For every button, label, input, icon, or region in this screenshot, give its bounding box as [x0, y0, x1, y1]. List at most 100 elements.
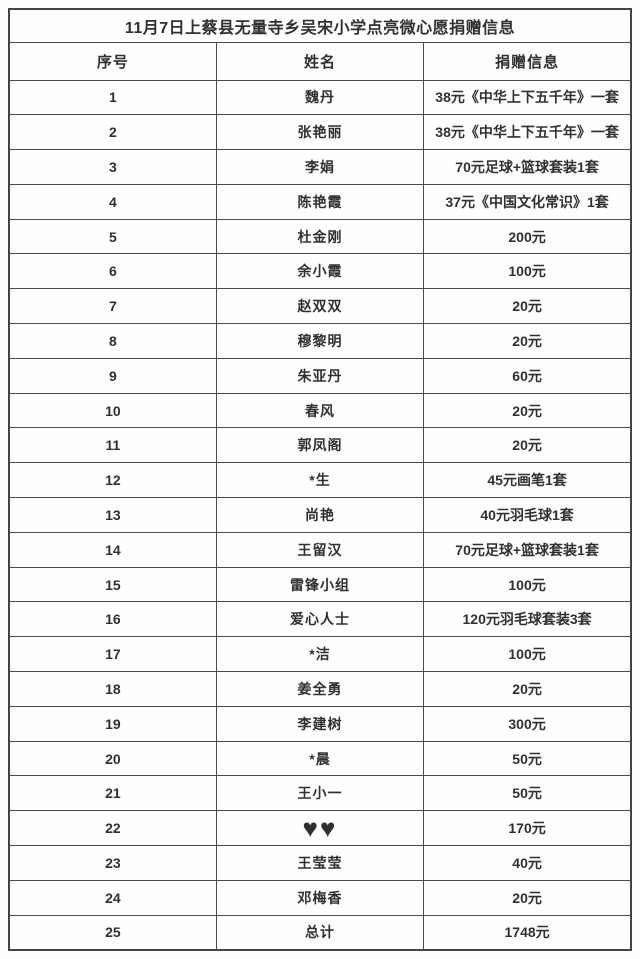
donation-info: 100元	[423, 566, 632, 603]
donor-name: *洁	[215, 636, 425, 673]
table-row: 18 姜全勇 20元	[8, 671, 632, 707]
row-number: 12	[8, 462, 217, 499]
row-number: 24	[8, 879, 217, 916]
row-number: 3	[8, 149, 217, 185]
donation-info: 1748元	[423, 914, 632, 951]
donor-name: 赵双双	[215, 288, 425, 325]
donation-info: 300元	[423, 705, 632, 742]
donor-name: 魏丹	[215, 79, 425, 116]
table-row: 25 总计 1748元	[8, 914, 632, 951]
donation-info: 20元	[423, 323, 632, 359]
row-number: 21	[8, 775, 217, 812]
donor-name: 李建树	[215, 705, 425, 742]
header-row: 序号 姓名 捐赠信息	[8, 41, 632, 81]
table-row: 8 穆黎明 20元	[8, 323, 632, 359]
table-row: 15 雷锋小组 100元	[8, 566, 632, 603]
table-row: 11 郭凤阁 20元	[8, 427, 632, 464]
donor-name: 春风	[215, 392, 425, 429]
table-title: 11月7日上蔡县无量寺乡吴宋小学点亮微心愿捐赠信息	[8, 8, 632, 43]
row-number: 8	[8, 323, 217, 359]
table-row: 21 王小一 50元	[8, 775, 632, 812]
donor-name: 王留汉	[215, 531, 425, 568]
table-row: 14 王留汉 70元足球+篮球套装1套	[8, 531, 632, 568]
donation-info: 50元	[423, 775, 632, 812]
row-number: 23	[8, 845, 217, 881]
table-row: 13 尚艳 40元羽毛球1套	[8, 497, 632, 533]
donation-info: 45元画笔1套	[423, 462, 632, 499]
row-number: 15	[8, 566, 217, 603]
donation-info: 100元	[423, 253, 632, 290]
table-body: 1 魏丹 38元《中华上下五千年》一套 2 张艳丽 38元《中华上下五千年》一套…	[8, 79, 632, 951]
donation-table: 11月7日上蔡县无量寺乡吴宋小学点亮微心愿捐赠信息 序号 姓名 捐赠信息 1 魏…	[8, 8, 632, 951]
donation-info: 37元《中国文化常识》1套	[423, 183, 632, 220]
row-number: 14	[8, 531, 217, 568]
donation-info: 70元足球+篮球套装1套	[423, 531, 632, 568]
donor-name: 郭凤阁	[215, 427, 425, 464]
table-row: 23 王莹莹 40元	[8, 845, 632, 881]
row-number: 17	[8, 636, 217, 673]
table-row: 2 张艳丽 38元《中华上下五千年》一套	[8, 114, 632, 151]
table-row: 3 李娟 70元足球+篮球套装1套	[8, 149, 632, 185]
table-row: 4 陈艳霞 37元《中国文化常识》1套	[8, 183, 632, 220]
donor-name: 朱亚丹	[215, 357, 425, 394]
row-number: 4	[8, 183, 217, 220]
table-row: 10 春风 20元	[8, 392, 632, 429]
table-row: 7 赵双双 20元	[8, 288, 632, 325]
row-number: 25	[8, 914, 217, 951]
donor-name: 雷锋小组	[215, 566, 425, 603]
row-number: 6	[8, 253, 217, 290]
table-row: 1 魏丹 38元《中华上下五千年》一套	[8, 79, 632, 116]
donation-info: 38元《中华上下五千年》一套	[423, 79, 632, 116]
table-row: 16 爱心人士 120元羽毛球套装3套	[8, 601, 632, 638]
header-name: 姓名	[215, 41, 425, 81]
row-number: 11	[8, 427, 217, 464]
donor-name: *生	[215, 462, 425, 499]
donation-info: 170元	[423, 810, 632, 847]
donation-info: 38元《中华上下五千年》一套	[423, 114, 632, 151]
table-row: 24 邓梅香 20元	[8, 879, 632, 916]
table-row: 19 李建树 300元	[8, 705, 632, 742]
row-number: 19	[8, 705, 217, 742]
donation-info: 20元	[423, 288, 632, 325]
row-number: 13	[8, 497, 217, 533]
donation-info: 20元	[423, 671, 632, 707]
table-row: 9 朱亚丹 60元	[8, 357, 632, 394]
header-index: 序号	[8, 41, 217, 81]
header-donation-info: 捐赠信息	[423, 41, 632, 81]
table-row: 12 *生 45元画笔1套	[8, 462, 632, 499]
donation-info: 20元	[423, 392, 632, 429]
row-number: 10	[8, 392, 217, 429]
row-number: 2	[8, 114, 217, 151]
donor-name: 李娟	[215, 149, 425, 185]
table-row: 20 *晨 50元	[8, 740, 632, 777]
donation-info: 20元	[423, 879, 632, 916]
title-row: 11月7日上蔡县无量寺乡吴宋小学点亮微心愿捐赠信息	[8, 8, 632, 43]
donation-info: 60元	[423, 357, 632, 394]
donor-name: 邓梅香	[215, 879, 425, 916]
row-number: 7	[8, 288, 217, 325]
donor-name: 姜全勇	[215, 671, 425, 707]
donation-info: 40元	[423, 845, 632, 881]
row-number: 22	[8, 810, 217, 847]
donor-name: 余小霞	[215, 253, 425, 290]
donation-info: 20元	[423, 427, 632, 464]
heart-icons: ♥♥	[215, 810, 425, 847]
row-number: 1	[8, 79, 217, 116]
donation-info: 200元	[423, 218, 632, 255]
donation-info: 40元羽毛球1套	[423, 497, 632, 533]
table-row: 17 *洁 100元	[8, 636, 632, 673]
row-number: 16	[8, 601, 217, 638]
donor-name: 王小一	[215, 775, 425, 812]
row-number: 18	[8, 671, 217, 707]
donor-name: 杜金刚	[215, 218, 425, 255]
row-number: 20	[8, 740, 217, 777]
donor-name: 尚艳	[215, 497, 425, 533]
donation-info: 70元足球+篮球套装1套	[423, 149, 632, 185]
row-number: 5	[8, 218, 217, 255]
donor-name: 张艳丽	[215, 114, 425, 151]
donor-name: 爱心人士	[215, 601, 425, 638]
row-number: 9	[8, 357, 217, 394]
donor-name: 穆黎明	[215, 323, 425, 359]
table-row: 22 ♥♥ 170元	[8, 810, 632, 847]
